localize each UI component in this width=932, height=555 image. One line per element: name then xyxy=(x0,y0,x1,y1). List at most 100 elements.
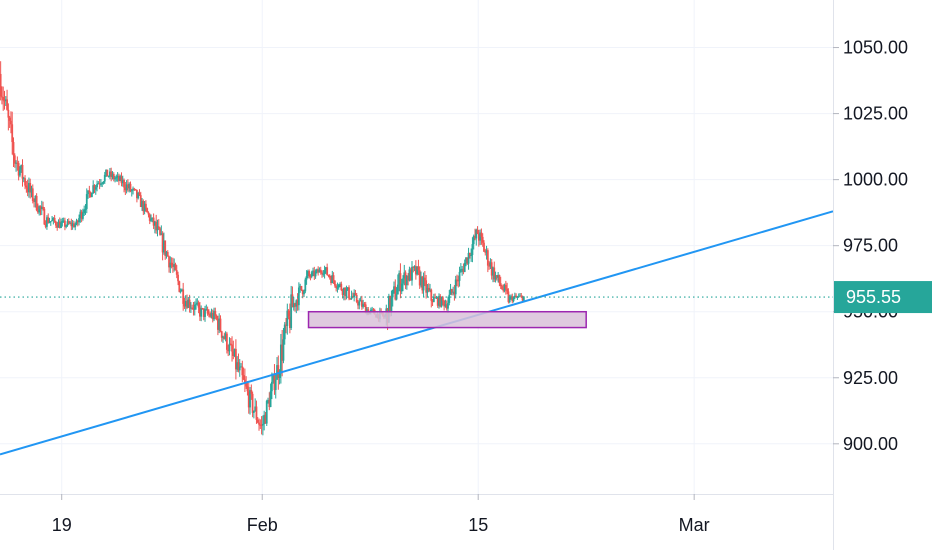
candle-down[interactable] xyxy=(24,178,26,186)
candle-down[interactable] xyxy=(17,163,20,176)
candle-down[interactable] xyxy=(56,225,59,228)
candle-down[interactable] xyxy=(120,176,123,184)
candle-down[interactable] xyxy=(166,252,169,257)
candle-down[interactable] xyxy=(355,295,358,302)
candle-up[interactable] xyxy=(91,193,93,198)
candle-up[interactable] xyxy=(4,99,7,101)
candle-up[interactable] xyxy=(111,174,114,177)
candle-down[interactable] xyxy=(178,281,181,292)
candle-down[interactable] xyxy=(332,275,335,281)
candle-up[interactable] xyxy=(358,301,361,306)
candle-up[interactable] xyxy=(102,181,105,184)
candle-up[interactable] xyxy=(213,310,215,320)
candle-up[interactable] xyxy=(304,279,307,292)
candle-up[interactable] xyxy=(408,269,411,281)
candle-down[interactable] xyxy=(0,73,2,97)
candle-up[interactable] xyxy=(116,175,119,178)
candle-down[interactable] xyxy=(425,280,428,293)
candle-down[interactable] xyxy=(474,235,476,239)
candle-down[interactable] xyxy=(256,419,259,423)
candle-up[interactable] xyxy=(449,289,452,295)
candle-up[interactable] xyxy=(393,286,395,290)
candle-up[interactable] xyxy=(312,270,314,273)
candle-up[interactable] xyxy=(96,184,98,188)
candle-down[interactable] xyxy=(234,348,237,370)
candle-down[interactable] xyxy=(507,291,510,303)
candle-up[interactable] xyxy=(150,218,152,221)
candle-up[interactable] xyxy=(48,221,51,223)
candle-up[interactable] xyxy=(314,271,317,277)
candle-down[interactable] xyxy=(430,289,433,301)
candle-up[interactable] xyxy=(114,178,116,180)
candle-up[interactable] xyxy=(315,269,318,272)
candle-up[interactable] xyxy=(489,262,492,267)
candle-down[interactable] xyxy=(134,189,137,191)
candle-up[interactable] xyxy=(371,309,374,311)
candle-down[interactable] xyxy=(215,315,218,319)
candle-down[interactable] xyxy=(301,290,304,295)
candle-up[interactable] xyxy=(422,277,425,291)
candle-up[interactable] xyxy=(400,283,403,292)
candle-up[interactable] xyxy=(57,221,60,228)
candle-down[interactable] xyxy=(76,220,79,223)
candle-down[interactable] xyxy=(502,289,505,291)
candle-down[interactable] xyxy=(481,236,484,243)
candle-up[interactable] xyxy=(353,293,356,298)
candle-up[interactable] xyxy=(270,381,273,392)
candle-up[interactable] xyxy=(65,225,68,227)
candle-down[interactable] xyxy=(300,285,303,291)
candle-up[interactable] xyxy=(398,273,401,285)
candle-up[interactable] xyxy=(254,406,257,411)
candle-up[interactable] xyxy=(479,232,482,241)
candle-up[interactable] xyxy=(283,324,286,340)
candle-up[interactable] xyxy=(184,301,187,307)
candle-up[interactable] xyxy=(193,304,196,310)
candle-down[interactable] xyxy=(157,226,160,229)
candle-down[interactable] xyxy=(232,351,235,356)
candle-down[interactable] xyxy=(498,274,501,284)
candle-down[interactable] xyxy=(389,296,392,312)
candle-up[interactable] xyxy=(339,283,341,285)
candle-down[interactable] xyxy=(364,304,367,314)
candle-up[interactable] xyxy=(154,221,156,226)
candle-up[interactable] xyxy=(447,302,449,309)
candle-up[interactable] xyxy=(269,391,272,408)
candle-down[interactable] xyxy=(29,183,32,193)
candle-up[interactable] xyxy=(238,366,241,371)
candle-down[interactable] xyxy=(182,289,185,304)
candle-up[interactable] xyxy=(240,366,242,368)
candle-up[interactable] xyxy=(236,362,239,370)
candle-down[interactable] xyxy=(171,265,174,267)
candle-up[interactable] xyxy=(323,270,326,274)
candle-down[interactable] xyxy=(147,212,150,215)
candle-down[interactable] xyxy=(456,279,458,281)
candle-up[interactable] xyxy=(132,188,134,191)
candle-down[interactable] xyxy=(317,269,320,273)
candle-down[interactable] xyxy=(1,96,3,98)
candle-up[interactable] xyxy=(510,296,512,298)
candle-down[interactable] xyxy=(174,264,177,271)
candle-down[interactable] xyxy=(309,276,312,278)
candle-down[interactable] xyxy=(10,120,12,125)
candle-down[interactable] xyxy=(129,183,132,192)
candle-down[interactable] xyxy=(427,287,430,291)
candle-down[interactable] xyxy=(520,295,523,297)
candle-up[interactable] xyxy=(346,287,349,290)
trendline[interactable] xyxy=(0,210,834,456)
candle-down[interactable] xyxy=(98,183,101,185)
candle-down[interactable] xyxy=(418,270,421,286)
candle-down[interactable] xyxy=(273,374,276,390)
candle-up[interactable] xyxy=(49,221,52,223)
candle-down[interactable] xyxy=(6,99,8,110)
candle-down[interactable] xyxy=(124,187,127,191)
candle-down[interactable] xyxy=(225,333,228,350)
candle-down[interactable] xyxy=(25,185,28,188)
candle-up[interactable] xyxy=(224,333,227,339)
candle-down[interactable] xyxy=(486,250,489,266)
candle-up[interactable] xyxy=(452,291,455,293)
candle-down[interactable] xyxy=(142,201,145,212)
candle-up[interactable] xyxy=(252,410,255,413)
candle-up[interactable] xyxy=(40,206,43,210)
candle-up[interactable] xyxy=(97,183,100,185)
candle-down[interactable] xyxy=(16,162,19,164)
